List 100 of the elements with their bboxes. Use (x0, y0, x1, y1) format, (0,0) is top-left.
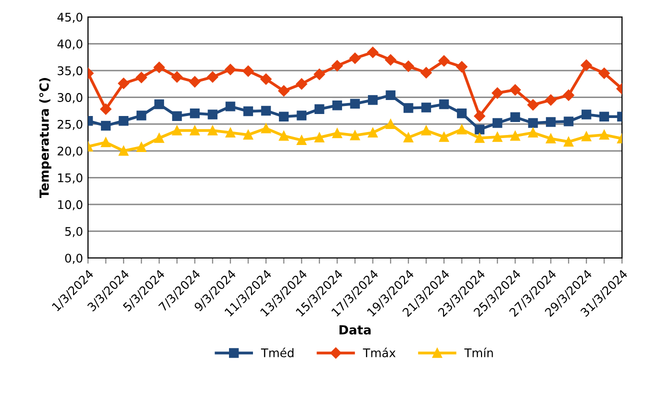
point (208, 110, 218, 120)
point (190, 126, 200, 136)
point (384, 54, 396, 66)
point (439, 132, 449, 142)
point (278, 131, 289, 141)
point (118, 116, 128, 126)
point (172, 111, 182, 121)
point (492, 118, 502, 128)
point (190, 108, 200, 118)
point (510, 131, 520, 141)
point (546, 134, 556, 144)
point (456, 61, 468, 72)
point (421, 126, 432, 136)
point (242, 65, 254, 77)
point (296, 110, 306, 120)
point (154, 62, 165, 73)
y-axis-title: Temperatura (°C) (39, 78, 52, 198)
point (154, 99, 164, 110)
point (562, 90, 574, 101)
point (314, 68, 326, 80)
point (154, 133, 164, 143)
point (136, 72, 148, 84)
point (368, 128, 378, 138)
legend-label: Tméd (260, 348, 294, 358)
point (546, 117, 556, 127)
point (599, 130, 610, 140)
point (528, 118, 538, 128)
x-axis-title: Data (340, 325, 371, 335)
point (278, 85, 290, 97)
point (439, 99, 449, 110)
point (402, 60, 414, 72)
point (420, 67, 432, 78)
y-tick-label: 35,0 (58, 66, 82, 76)
point (510, 84, 521, 96)
point (474, 124, 484, 134)
y-tick-label: 20,0 (58, 146, 82, 157)
y-tick-label: 5,0 (65, 226, 82, 238)
point (545, 94, 556, 106)
point (100, 120, 111, 131)
point (474, 133, 484, 143)
point (474, 110, 486, 122)
point (332, 100, 342, 110)
point (332, 128, 342, 138)
point (582, 132, 592, 142)
point (261, 106, 271, 116)
point (456, 124, 467, 134)
point (226, 102, 236, 112)
point (136, 142, 146, 152)
point (386, 90, 396, 100)
point (243, 130, 254, 140)
point (172, 126, 182, 136)
point (350, 130, 360, 140)
y-tick-label: 25,0 (58, 120, 82, 130)
point (314, 132, 324, 142)
point (564, 116, 574, 126)
point (492, 87, 504, 99)
point (350, 98, 360, 109)
point (296, 78, 308, 90)
point (189, 76, 200, 88)
point (118, 78, 130, 90)
point (208, 126, 218, 136)
point (296, 135, 306, 146)
y-tick-label: 40,0 (57, 40, 82, 50)
legend-label: Tmáx (362, 348, 396, 358)
point (599, 112, 610, 122)
point (368, 95, 378, 105)
point (118, 146, 128, 156)
point (226, 128, 236, 138)
point (314, 104, 324, 114)
point (206, 71, 218, 83)
point (224, 64, 236, 76)
y-tick-label: 0,0 (65, 254, 82, 264)
point (582, 110, 592, 120)
point (527, 99, 539, 110)
point (510, 112, 520, 122)
point (404, 103, 414, 113)
point (349, 52, 361, 64)
legend-label: Tmín (464, 348, 493, 358)
point (100, 137, 111, 148)
point (386, 119, 396, 129)
point (171, 71, 183, 83)
y-tick-label: 10,0 (58, 200, 82, 210)
point (136, 110, 146, 120)
point (421, 102, 432, 112)
point (332, 60, 343, 72)
point (438, 55, 450, 67)
y-tick-label: 15,0 (58, 173, 82, 184)
point (243, 106, 254, 116)
point (100, 104, 112, 115)
point (580, 60, 592, 71)
point (278, 112, 289, 122)
point (564, 136, 574, 147)
point (260, 74, 272, 85)
point (492, 132, 502, 142)
point (261, 124, 271, 134)
point (598, 68, 610, 79)
y-tick-label: 30,0 (58, 93, 82, 104)
point (367, 46, 378, 58)
point (404, 132, 414, 142)
point (528, 128, 538, 138)
